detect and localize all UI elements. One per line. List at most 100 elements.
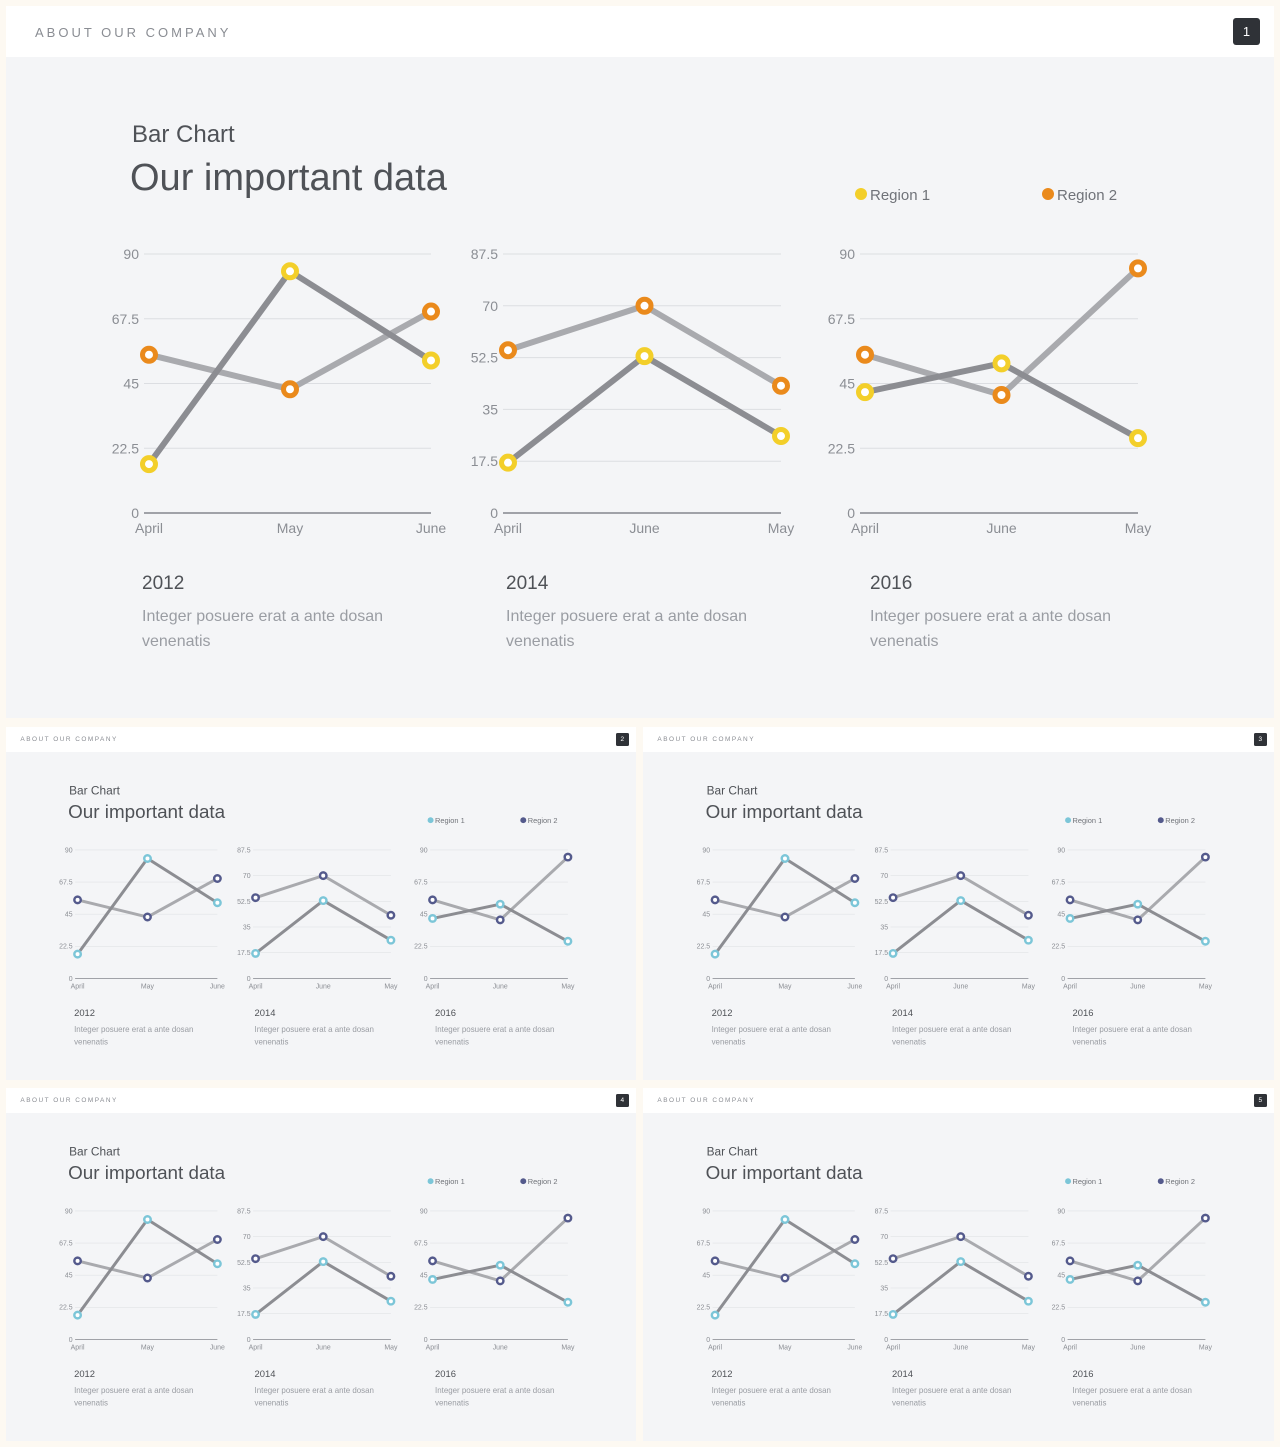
legend-marker: [1065, 817, 1072, 824]
slide-canvas: Bar Chart Our important data Region 1 Regio…: [697, 1144, 1213, 1407]
caption-text-line-1: Integer posuere erat a ante dosan: [435, 1025, 554, 1034]
y-tick-label: 90: [420, 1208, 428, 1215]
y-tick-label: 90: [123, 246, 139, 262]
slide-3[interactable]: ABOUT OUR COMPANY 3 Bar Chart Our important…: [643, 727, 1274, 1080]
x-tick-label: June: [493, 983, 508, 990]
line-chart-3: 0 22.5 45 67.5 90 April June May: [1052, 847, 1213, 990]
y-tick-label: 17.5: [875, 1311, 889, 1318]
y-tick-label: 45: [1057, 1273, 1065, 1280]
slide-canvas: Bar Chart Our important data Region 1 Regio…: [59, 1144, 575, 1407]
x-tick-label: June: [493, 1344, 508, 1351]
caption-text-line-1: Integer posuere erat a ante dosan: [255, 1025, 374, 1034]
y-tick-label: 45: [1057, 912, 1065, 919]
y-tick-label: 90: [420, 847, 428, 854]
y-tick-label: 35: [880, 924, 888, 931]
legend-item-1: Region 1: [855, 187, 930, 204]
y-tick-label: 22.5: [828, 440, 855, 456]
data-point-region-2: [850, 874, 860, 883]
data-point-region-2: [780, 1273, 790, 1283]
data-point-region-1: [850, 1259, 860, 1269]
line-chart-1: 0 22.5 45 67.5 90 April May June: [112, 246, 447, 536]
series-line-region-2: [891, 1235, 1030, 1278]
y-tick-label: 0: [884, 976, 888, 983]
x-tick-label: April: [426, 983, 440, 990]
y-tick-label: 45: [65, 1273, 73, 1280]
data-point-region-1: [495, 1260, 505, 1270]
y-tick-label: 35: [482, 401, 498, 417]
caption-year: 2016: [435, 1368, 456, 1379]
x-tick-label: May: [141, 983, 155, 990]
data-point-region-2: [956, 1232, 966, 1242]
slide-4[interactable]: ABOUT OUR COMPANY 4 Bar Chart Our important…: [6, 1088, 636, 1441]
data-point-region-2: [1065, 1256, 1075, 1266]
data-point-region-2: [992, 386, 1011, 405]
page-number-badge: 3: [1253, 732, 1268, 747]
data-point-region-1: [956, 1257, 966, 1267]
slide-1[interactable]: ABOUT OUR COMPANY 1 Bar Chart Our important…: [6, 6, 1274, 718]
x-tick-label: June: [847, 983, 862, 990]
y-tick-label: 67.5: [414, 1241, 428, 1248]
series-line-region-2: [505, 302, 784, 389]
x-tick-label: June: [1130, 1344, 1145, 1351]
data-point-region-1: [73, 1310, 83, 1320]
x-tick-label: April: [886, 1344, 900, 1351]
data-point-region-2: [428, 1256, 438, 1266]
y-tick-label: 0: [247, 976, 251, 983]
x-tick-label: April: [249, 983, 263, 990]
y-tick-label: 0: [69, 1337, 73, 1344]
x-tick-label: June: [210, 983, 225, 990]
data-point-region-2: [495, 915, 505, 925]
x-tick-label: June: [629, 520, 660, 536]
page-number-badge: 1: [1233, 18, 1260, 45]
y-tick-label: 22.5: [697, 1305, 711, 1312]
y-tick-label: 0: [490, 505, 498, 521]
y-tick-label: 90: [702, 1208, 710, 1215]
data-point-region-2: [212, 1235, 222, 1244]
data-point-region-2: [956, 871, 966, 881]
caption-text-line-2: venenatis: [712, 1398, 746, 1407]
data-point-region-1: [1200, 1297, 1210, 1307]
page-number-badge: 2: [615, 732, 630, 747]
y-tick-label: 87.5: [875, 1208, 889, 1215]
data-point-region-1: [1023, 935, 1033, 945]
caption-text-line-1: Integer posuere erat a ante dosan: [892, 1386, 1011, 1395]
y-tick-label: 45: [702, 912, 710, 919]
caption-text-line-1: Integer posuere erat a ante dosan: [255, 1386, 374, 1395]
x-tick-label: June: [953, 1344, 968, 1351]
data-point-region-1: [635, 347, 654, 366]
y-tick-label: 90: [65, 847, 73, 854]
legend-item-2: Region 2: [1157, 816, 1195, 825]
caption-text-line-1: Integer posuere erat a ante dosan: [435, 1386, 554, 1395]
caption-text-line-1: Integer posuere erat a ante dosan: [1073, 1025, 1192, 1034]
caption-text-line-2: venenatis: [74, 1398, 108, 1407]
caption-year: 2014: [506, 573, 549, 594]
caption-text-line-1: Integer posuere erat a ante dosan: [892, 1025, 1011, 1034]
data-point-region-2: [318, 1232, 328, 1242]
caption-text-line-2: venenatis: [712, 1037, 746, 1046]
series-line-region-2: [862, 265, 1141, 399]
series-line-region-2: [1068, 855, 1207, 922]
data-point-region-2: [780, 912, 790, 922]
y-tick-label: 87.5: [471, 246, 498, 262]
company-label: ABOUT OUR COMPANY: [657, 1097, 755, 1105]
data-point-region-2: [386, 910, 396, 920]
data-point-region-2: [888, 893, 898, 903]
slide-5[interactable]: ABOUT OUR COMPANY 5 Bar Chart Our important…: [643, 1088, 1274, 1441]
data-point-region-2: [1133, 1276, 1143, 1286]
data-point-region-2: [856, 345, 874, 364]
data-point-region-2: [563, 852, 573, 862]
data-point-region-1: [710, 949, 720, 959]
data-point-region-1: [499, 453, 517, 472]
legend-label: Region 2: [1057, 187, 1117, 204]
y-tick-label: 70: [482, 298, 498, 314]
data-point-region-1: [710, 1310, 720, 1320]
y-tick-label: 17.5: [875, 950, 889, 957]
slide-2[interactable]: ABOUT OUR COMPANY 2 Bar Chart Our important…: [6, 727, 636, 1080]
slide-canvas: Bar Chart Our important data Region 1 Regio…: [59, 783, 575, 1046]
data-point-region-2: [422, 302, 440, 321]
y-tick-label: 45: [420, 1273, 428, 1280]
caption-text-line-2: venenatis: [892, 1398, 926, 1407]
caption-text-line-1: Integer posuere erat a ante dosan: [1073, 1386, 1192, 1395]
data-point-region-2: [888, 1254, 898, 1264]
series-line-region-2: [891, 874, 1030, 917]
